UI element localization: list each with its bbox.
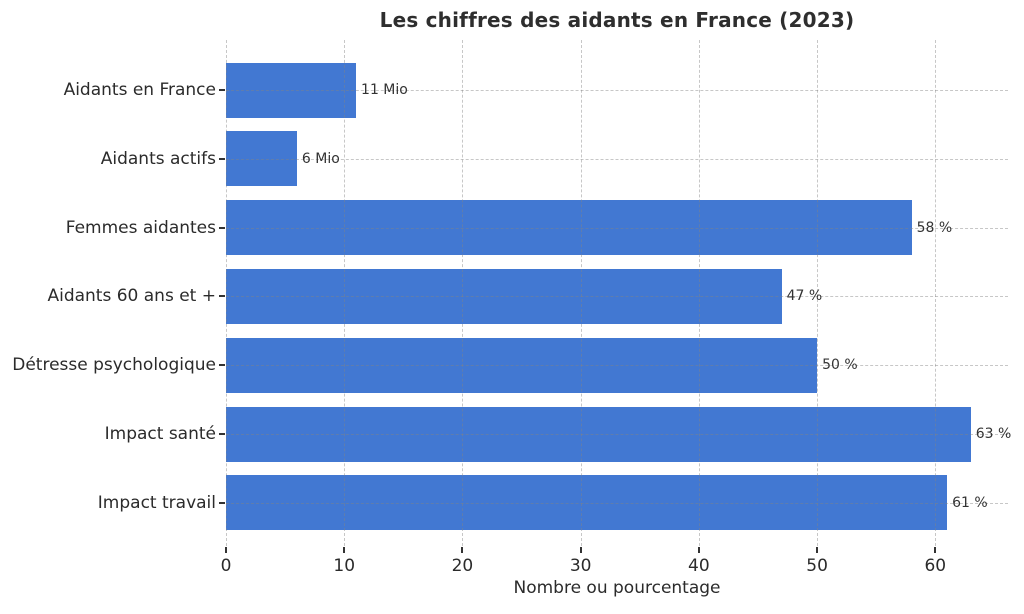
gridline-horizontal (226, 227, 1008, 229)
y-tick-mark (219, 157, 225, 160)
x-tick-mark (343, 547, 346, 553)
bar (226, 406, 971, 462)
y-tick-mark (219, 433, 225, 435)
value-label: 63 % (975, 426, 1012, 442)
category-label: Impact santé (104, 424, 216, 444)
x-tick-mark (225, 547, 227, 553)
x-tick-label: 0 (220, 556, 232, 576)
gridline-vertical (580, 40, 582, 546)
category-label: Femmes aidantes (65, 217, 216, 238)
gridline-horizontal (226, 90, 1008, 91)
x-axis-label: Nombre ou pourcentage (513, 578, 721, 598)
gridline-horizontal (226, 296, 1008, 298)
category-label: Détresse psychologique (12, 355, 216, 376)
x-tick-label: 30 (569, 556, 592, 576)
y-tick-mark (219, 295, 225, 298)
plot-area: 11 Mio 6 Mio 58 % 47 % 50 % 63 % 61 % (226, 40, 1011, 546)
category-label: Aidants 60 ans et + (47, 286, 216, 307)
value-label: 6 Mio (301, 150, 340, 167)
chart-title: Les chiffres des aidants en France (2023… (379, 8, 855, 32)
x-tick-label: 40 (688, 556, 710, 576)
x-tick-label: 50 (806, 556, 828, 576)
gridline-vertical (226, 40, 227, 546)
category-label: Impact travail (97, 492, 216, 513)
gridline-horizontal (226, 434, 1008, 435)
value-label: 50 % (822, 357, 858, 374)
bar (226, 337, 818, 393)
value-label: 47 % (786, 288, 823, 305)
bar (226, 131, 297, 187)
bar (226, 200, 912, 256)
x-tick-label: 10 (333, 556, 356, 576)
value-label: 58 % (916, 219, 953, 236)
x-tick-mark (697, 547, 700, 553)
bar (226, 268, 782, 324)
y-tick-mark (219, 501, 225, 504)
value-label: 11 Mio (361, 82, 408, 98)
bar (226, 475, 948, 531)
y-tick-mark (219, 89, 225, 91)
x-tick-mark (934, 547, 937, 553)
value-label: 61 % (952, 494, 988, 511)
gridline-vertical (344, 40, 346, 546)
gridline-vertical (935, 40, 937, 546)
x-tick-label: 60 (924, 556, 947, 576)
x-tick-mark (579, 547, 582, 553)
gridline-horizontal (226, 158, 1008, 160)
category-label: Aidants actifs (100, 148, 216, 169)
category-label: Aidants en France (63, 80, 216, 100)
x-tick-mark (816, 547, 819, 553)
gridline-vertical (698, 40, 700, 546)
y-tick-mark (219, 226, 225, 229)
y-tick-mark (219, 364, 225, 367)
gridline-vertical (462, 40, 464, 546)
gridline-horizontal (226, 365, 1008, 367)
x-tick-label: 20 (451, 556, 474, 576)
x-tick-mark (461, 547, 464, 553)
gridline-vertical (817, 40, 819, 546)
gridline-horizontal (226, 502, 1008, 504)
bar (226, 62, 357, 118)
